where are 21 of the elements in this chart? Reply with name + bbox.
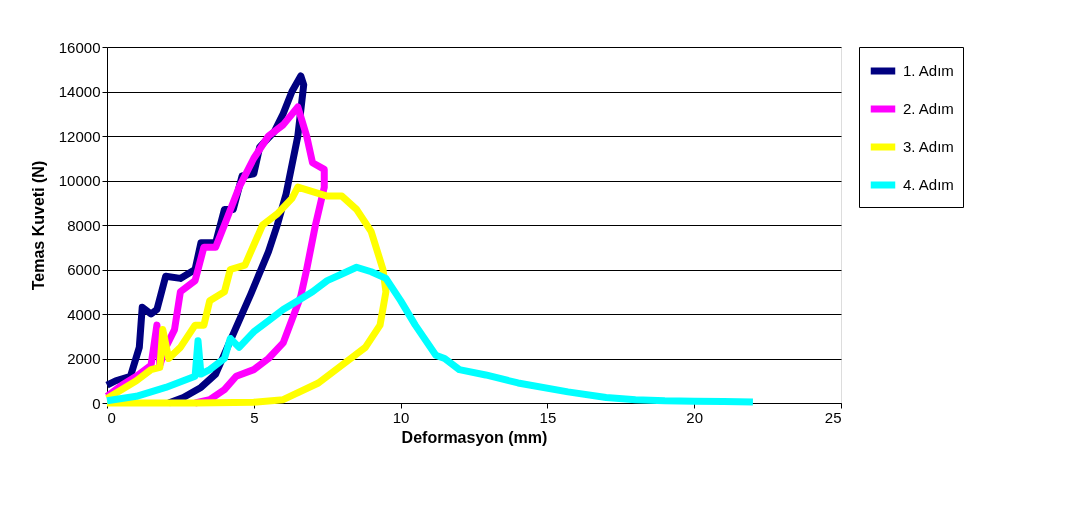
y-tick-label: 8000 — [67, 216, 101, 234]
x-tick-label: 15 — [539, 408, 557, 426]
x-tick-label: 5 — [250, 408, 259, 426]
x-tick-label: 0 — [107, 408, 116, 426]
y-tick-label: 12000 — [58, 127, 101, 145]
x-tick-label: 25 — [824, 408, 842, 426]
x-tick-label: 20 — [686, 408, 704, 426]
y-tick-label: 14000 — [58, 83, 101, 100]
y-tick-label: 16000 — [58, 38, 101, 56]
legend-label: 1. Adım — [903, 62, 954, 79]
x-tick-label: 10 — [392, 408, 410, 426]
y-tick-label: 6000 — [67, 261, 101, 278]
y-tick-label: 2000 — [67, 350, 101, 367]
y-axis-title: Temas Kuveti (N) — [29, 160, 47, 291]
y-tick-label: 0 — [92, 394, 101, 412]
y-tick-label: 10000 — [58, 172, 101, 189]
legend-label: 2. Adım — [903, 100, 954, 117]
legend-label: 3. Adım — [903, 138, 954, 155]
x-axis-title: Deformasyon (mm) — [401, 428, 548, 446]
y-tick-label: 4000 — [67, 305, 101, 323]
legend-label: 4. Adım — [903, 176, 954, 193]
